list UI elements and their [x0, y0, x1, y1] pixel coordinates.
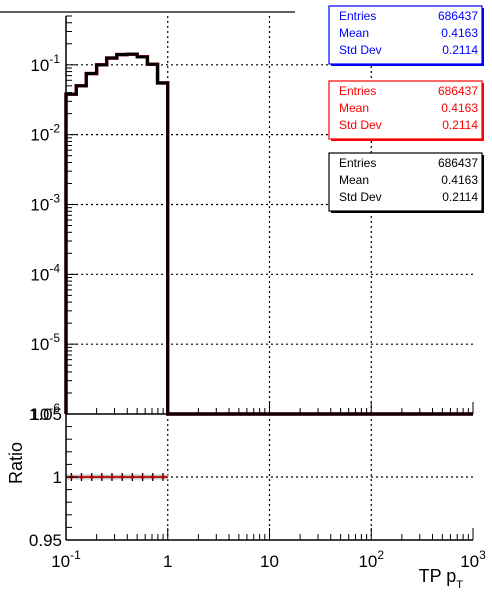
y-tick-exp: -6 [49, 401, 60, 415]
x-axis-title-sub: T [456, 579, 463, 591]
y-tick-exp: -5 [49, 331, 60, 345]
x-tick-base: 10 [460, 552, 479, 571]
stat-box-1: Entries 686437 Mean 0.4163 Std Dev 0.2114 [328, 5, 484, 66]
y-tick-label: 10-4 [30, 261, 60, 284]
y-tick-exp: -2 [49, 122, 60, 136]
y-tick-label: 10-3 [30, 191, 60, 214]
y-tick-exp: -4 [49, 261, 60, 275]
stat-value: 0.4163 [441, 26, 478, 40]
y-tick-base: 10 [30, 126, 49, 145]
stat-box-3: Entries 686437 Mean 0.4163 Std Dev 0.2114 [328, 152, 484, 213]
stat-value: 0.2114 [442, 190, 478, 204]
ratio-y-tick-label: 1.05 [29, 405, 62, 424]
axis-ticks [65, 15, 474, 541]
y-tick-label: 10-5 [30, 331, 60, 354]
y-tick-label: 10-1 [30, 52, 60, 75]
ratio-y-axis-title: Ratio [6, 442, 26, 484]
stat-label: Entries [339, 9, 376, 23]
stat-value: 0.2114 [442, 118, 478, 132]
x-tick-label: 103 [460, 548, 486, 571]
x-tick-base: 10 [51, 552, 70, 571]
x-tick-label: 10 [260, 552, 279, 571]
x-axis-title-main: TP p [419, 566, 457, 586]
stat-value: 686437 [438, 84, 478, 98]
stat-label: Entries [339, 156, 376, 170]
stat-label: Mean [339, 101, 369, 115]
stat-label: Mean [339, 26, 369, 40]
stat-box-frame [328, 152, 483, 212]
ratio-y-tick-label: 0.95 [29, 531, 62, 550]
stat-box-frame [328, 5, 483, 65]
x-tick-exp: -1 [70, 548, 81, 562]
y-tick-base: 10 [30, 56, 49, 75]
x-axis-title: TP pT [419, 566, 464, 591]
x-tick-label: 1 [163, 552, 172, 571]
stat-label: Entries [339, 84, 376, 98]
stat-label: Mean [339, 173, 369, 187]
stat-value: 686437 [438, 9, 478, 23]
ratio-y-tick-label: 1 [53, 468, 62, 487]
stat-label: Std Dev [339, 118, 382, 132]
stat-box-2: Entries 686437 Mean 0.4163 Std Dev 0.2114 [328, 80, 484, 141]
x-tick-base: 1 [163, 552, 172, 571]
stat-value: 0.4163 [441, 173, 478, 187]
x-tick-label: 102 [358, 548, 384, 571]
y-tick-exp: -3 [49, 191, 60, 205]
y-tick-exp: -1 [49, 52, 60, 66]
main-histograms [64, 52, 473, 416]
x-tick-exp: 3 [479, 548, 486, 562]
y-tick-label: 10-2 [30, 122, 60, 145]
y-tick-base: 10 [30, 405, 49, 424]
stat-value: 686437 [438, 156, 478, 170]
y-tick-base: 10 [30, 265, 49, 284]
stat-box-frame [328, 80, 483, 140]
y-tick-base: 10 [30, 195, 49, 214]
x-tick-label: 10-1 [51, 548, 81, 571]
stat-value: 0.2114 [442, 43, 478, 57]
stat-label: Std Dev [339, 43, 382, 57]
x-tick-base: 10 [358, 552, 377, 571]
histogram-series-3 [64, 52, 473, 416]
y-tick-label: 10-6 [30, 401, 60, 424]
x-tick-base: 10 [260, 552, 279, 571]
x-tick-exp: 2 [377, 548, 384, 562]
y-tick-base: 10 [30, 335, 49, 354]
stat-value: 0.4163 [441, 101, 478, 115]
ratio-grid [66, 414, 473, 540]
stat-label: Std Dev [339, 190, 382, 204]
